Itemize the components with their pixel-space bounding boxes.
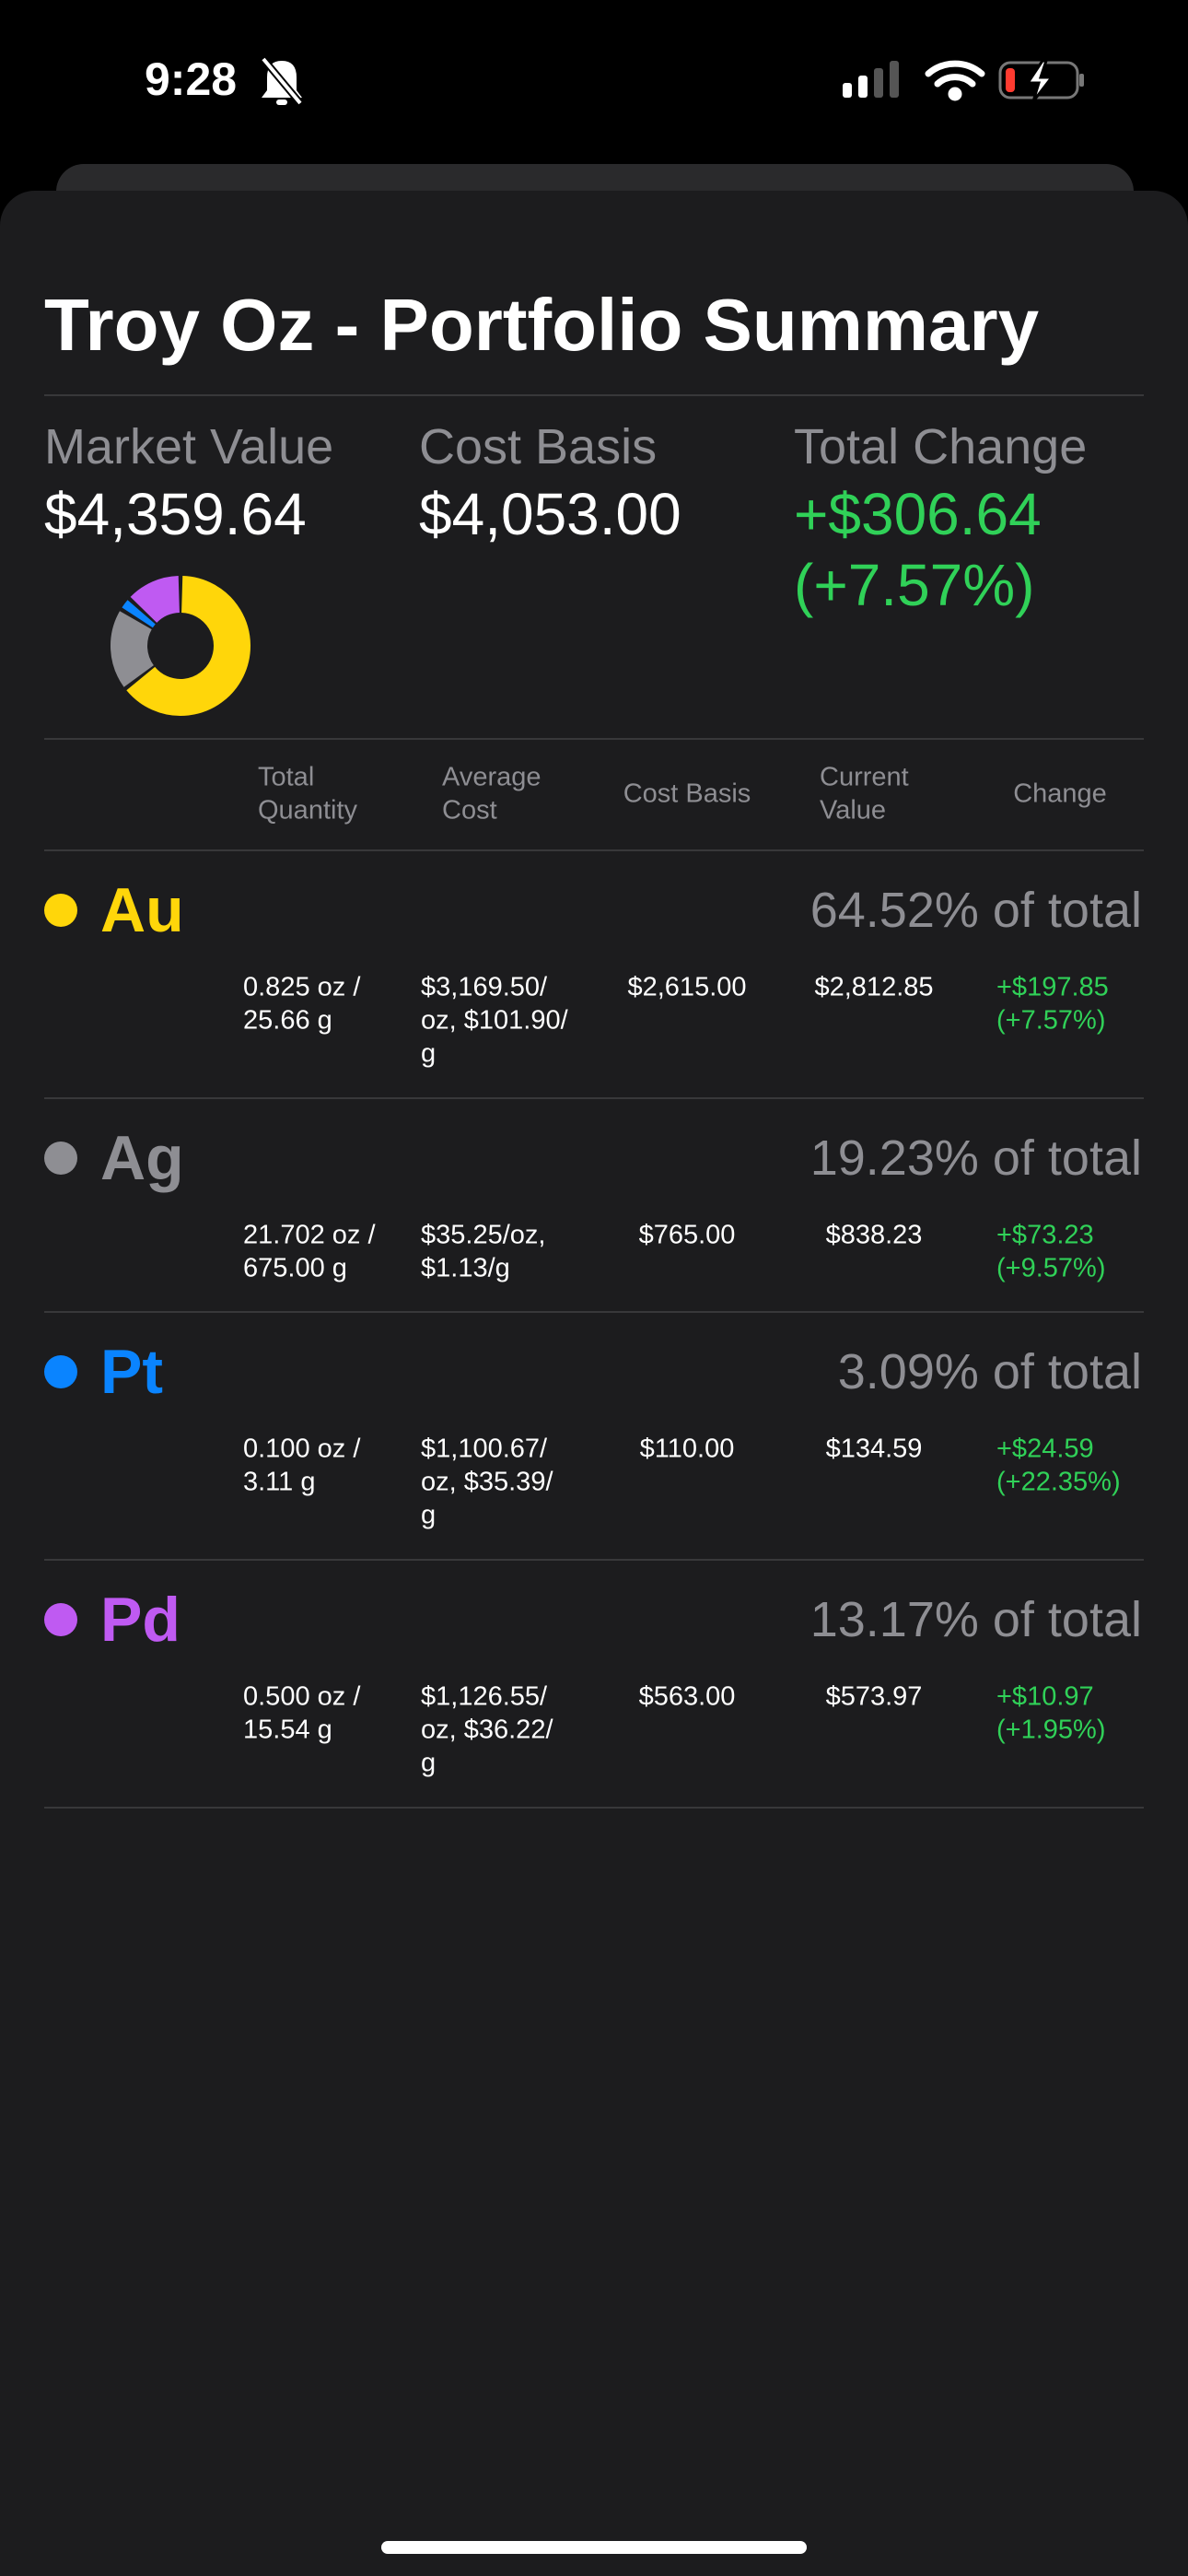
divider (44, 849, 1144, 851)
change: +$197.85 (996, 972, 1109, 1002)
average-cost: $35.25/oz, (421, 1220, 546, 1250)
allocation-donut (111, 576, 250, 716)
divider (44, 1806, 1144, 1809)
average-cost: $1.13/g (421, 1253, 510, 1283)
title: Troy Oz - Portfolio Summary (44, 284, 1040, 366)
current-value: $573.97 (825, 1681, 923, 1712)
summary-label: Total Change (794, 419, 1088, 474)
column-header: Change (1013, 779, 1107, 809)
column-header: Total (258, 762, 315, 792)
change: +$24.59 (996, 1434, 1094, 1464)
quantity: 21.702 oz / (243, 1220, 376, 1250)
summary-value: +$306.64 (794, 481, 1042, 547)
column-header: Value (820, 795, 887, 825)
quantity: 675.00 g (243, 1253, 347, 1283)
divider (44, 1311, 1144, 1314)
metal-dot (44, 1141, 77, 1175)
average-cost: $1,100.67/ (421, 1434, 548, 1464)
clock: 9:28 (145, 53, 238, 105)
metal-symbol: Au (100, 875, 184, 945)
quantity: 25.66 g (243, 1005, 332, 1036)
wifi-icon (925, 60, 985, 101)
share: 64.52% of total (809, 883, 1142, 938)
metal-symbol: Pt (100, 1337, 163, 1408)
share: 3.09% of total (837, 1344, 1142, 1400)
quantity: 15.54 g (243, 1715, 332, 1745)
average-cost: $1,126.55/ (421, 1681, 548, 1712)
average-cost: g (421, 1748, 437, 1778)
share: 13.17% of total (809, 1592, 1142, 1648)
cost-basis: $110.00 (639, 1434, 735, 1464)
quantity: 3.11 g (243, 1467, 316, 1497)
metal-dot (44, 1603, 77, 1637)
change: +$10.97 (996, 1681, 1094, 1712)
summary-label: Market Value (44, 419, 334, 474)
change: +$73.23 (996, 1220, 1094, 1250)
donut-slice (126, 576, 250, 716)
change: (+9.57%) (996, 1253, 1106, 1283)
average-cost: oz, $36.22/ (421, 1715, 553, 1745)
quantity: 0.500 oz / (243, 1681, 361, 1712)
donut-slice (111, 611, 155, 687)
column-header: Cost (442, 795, 497, 825)
average-cost: oz, $35.39/ (421, 1467, 553, 1497)
donut-slice (122, 600, 156, 628)
summary-label: Cost Basis (419, 419, 658, 474)
change: (+1.95%) (996, 1715, 1106, 1745)
metal-symbol: Ag (100, 1122, 184, 1193)
divider (44, 738, 1144, 740)
signal-icon (843, 61, 899, 98)
change: (+22.35%) (996, 1467, 1121, 1497)
cost-basis: $563.00 (638, 1681, 736, 1712)
share: 19.23% of total (809, 1130, 1142, 1186)
column-header: Quantity (258, 795, 357, 825)
average-cost: g (421, 1500, 437, 1530)
summary-value: $4,053.00 (419, 481, 681, 547)
divider (44, 1559, 1144, 1562)
cost-basis: $2,615.00 (627, 972, 747, 1002)
divider (44, 394, 1144, 396)
metal-dot (44, 894, 77, 927)
metal-dot (44, 1355, 77, 1389)
summary-value: $4,359.64 (44, 481, 307, 547)
metal-symbol: Pd (100, 1585, 181, 1656)
mute-icon (260, 56, 304, 106)
cost-basis: $765.00 (638, 1220, 736, 1250)
home-indicator (381, 2541, 807, 2554)
battery-icon (998, 59, 1084, 102)
current-value: $2,812.85 (814, 972, 934, 1002)
change: (+7.57%) (996, 1005, 1106, 1036)
current-value: $134.59 (825, 1434, 923, 1464)
status-icons (260, 56, 1084, 106)
average-cost: $3,169.50/ (421, 972, 548, 1002)
current-value: $838.23 (825, 1220, 923, 1250)
column-header: Current (820, 762, 909, 792)
donut-slice (130, 576, 181, 624)
column-header: Average (442, 762, 542, 792)
divider (44, 1096, 1144, 1099)
average-cost: oz, $101.90/ (421, 1005, 568, 1036)
quantity: 0.100 oz / (243, 1434, 361, 1464)
quantity: 0.825 oz / (243, 972, 361, 1002)
average-cost: g (421, 1038, 437, 1069)
summary-value: (+7.57%) (794, 552, 1035, 618)
column-header: Cost Basis (623, 779, 751, 809)
